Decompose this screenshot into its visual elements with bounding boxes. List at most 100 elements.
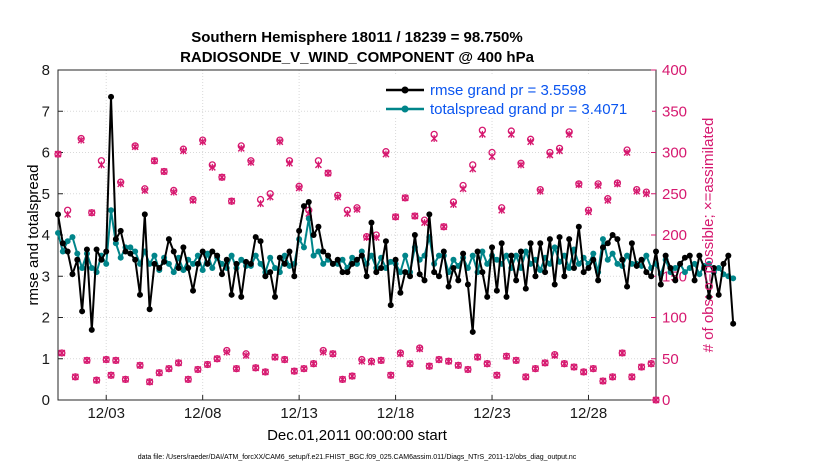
rmse-point — [161, 258, 168, 265]
obs-assimilated-point — [575, 181, 583, 189]
rmse-point — [730, 320, 737, 327]
obs-assimilated-point — [271, 353, 279, 361]
obs-assimilated-point — [425, 362, 433, 370]
rmse-point — [435, 273, 442, 280]
y-tick-label: 5 — [42, 186, 50, 203]
right-axis-label: # of obs: o=possible; ×=assimilated — [700, 118, 717, 353]
totalspread-point — [643, 252, 650, 259]
rmse-point — [329, 260, 336, 267]
totalspread-point — [112, 240, 119, 247]
totalspread-point — [599, 236, 606, 243]
rmse-point — [272, 293, 279, 300]
totalspread-point — [300, 244, 307, 251]
rmse-point — [464, 281, 471, 288]
obs-assimilated-point — [493, 371, 501, 379]
totalspread-point — [320, 260, 327, 267]
x-tick-label: 12/03 — [87, 405, 125, 422]
rmse-point — [132, 256, 139, 263]
totalspread-point — [604, 256, 611, 263]
left-axis: 0 1 2 3 4 5 6 7 8 — [42, 62, 63, 409]
obs-assimilated-point — [319, 348, 327, 356]
obs-assimilated-point — [184, 375, 192, 383]
rmse-point — [657, 281, 664, 288]
totalspread-point — [199, 267, 206, 274]
totalspread-point — [257, 260, 264, 267]
obs-assimilated-point — [406, 360, 414, 368]
rmse-point — [175, 265, 182, 271]
rmse-point — [484, 293, 491, 300]
obs-assimilated-point — [300, 365, 308, 373]
obs-assimilated-point — [266, 193, 274, 201]
rmse-point — [93, 246, 100, 253]
obs-assimilated-point — [430, 134, 438, 142]
rmse-point — [677, 260, 684, 267]
rmse-point — [180, 244, 187, 251]
totalspread-point — [590, 250, 597, 257]
right-tick-label: 350 — [662, 103, 687, 120]
totalspread-point — [165, 260, 172, 267]
rmse-point — [522, 285, 529, 292]
obs-assimilated-point — [285, 159, 293, 167]
rmse-point — [474, 248, 481, 255]
rmse-point — [59, 240, 66, 247]
rmse-point — [469, 328, 476, 335]
rmse-point — [262, 273, 269, 280]
obs-assimilated-point — [638, 363, 646, 371]
totalspread-point — [204, 250, 211, 257]
rmse-point — [170, 248, 177, 255]
rmse-point — [696, 252, 703, 259]
totalspread-point — [368, 252, 375, 259]
rmse-point — [387, 302, 394, 309]
rmse-point — [508, 252, 515, 259]
obs-assimilated-point — [179, 147, 187, 155]
rmse-point — [662, 252, 669, 259]
obs-assimilated-point — [392, 213, 400, 221]
rmse-point — [252, 234, 259, 241]
obs-assimilated-point — [503, 352, 510, 360]
obs-assimilated-point — [449, 200, 457, 208]
obs-assimilated-point — [93, 376, 101, 384]
obs-assimilated-point — [146, 378, 154, 386]
rmse-point — [190, 287, 197, 294]
y-tick-label: 6 — [42, 145, 50, 162]
grid — [58, 69, 656, 401]
totalspread-point — [681, 269, 688, 276]
rmse-point — [561, 273, 568, 280]
rmse-point — [276, 254, 283, 261]
rmse-point — [141, 211, 148, 218]
obs-assimilated-point — [150, 157, 158, 165]
rmse-point — [354, 256, 360, 263]
obs-assimilated-point — [435, 356, 443, 364]
rmse-point — [363, 273, 370, 280]
legend-spread-marker — [401, 105, 409, 113]
rmse-point — [585, 265, 592, 271]
rmse-point — [648, 273, 655, 280]
totalspread-point — [281, 252, 288, 259]
y-tick-label: 3 — [42, 268, 50, 285]
totalspread-point — [696, 271, 703, 278]
rmse-point — [532, 273, 539, 280]
legend-rmse-marker — [401, 86, 409, 94]
obs-assimilated-point — [155, 369, 163, 377]
rmse-point — [681, 254, 688, 261]
plot-frame — [57, 69, 657, 401]
obs-assimilated-point — [141, 186, 149, 194]
rmse-point — [440, 248, 447, 255]
totalspread-point — [450, 256, 457, 263]
obs-assimilated-point — [517, 161, 525, 169]
rmse-point — [575, 223, 582, 230]
rmse-point — [720, 260, 727, 267]
obs-assimilated-point — [589, 365, 597, 373]
totalspread-point — [59, 248, 66, 255]
legend-box — [380, 76, 652, 118]
x-tick-label: 12/28 — [570, 405, 608, 422]
obs-assimilated-point — [464, 365, 472, 373]
rmse-point — [223, 256, 230, 263]
obs-assimilated-point — [343, 210, 351, 218]
totalspread-point — [624, 252, 631, 259]
rmse-point — [103, 248, 110, 255]
y-tick-label: 1 — [42, 351, 50, 368]
totalspread-point — [252, 252, 259, 259]
rmse-point — [725, 252, 732, 259]
rmse-point — [556, 234, 563, 241]
